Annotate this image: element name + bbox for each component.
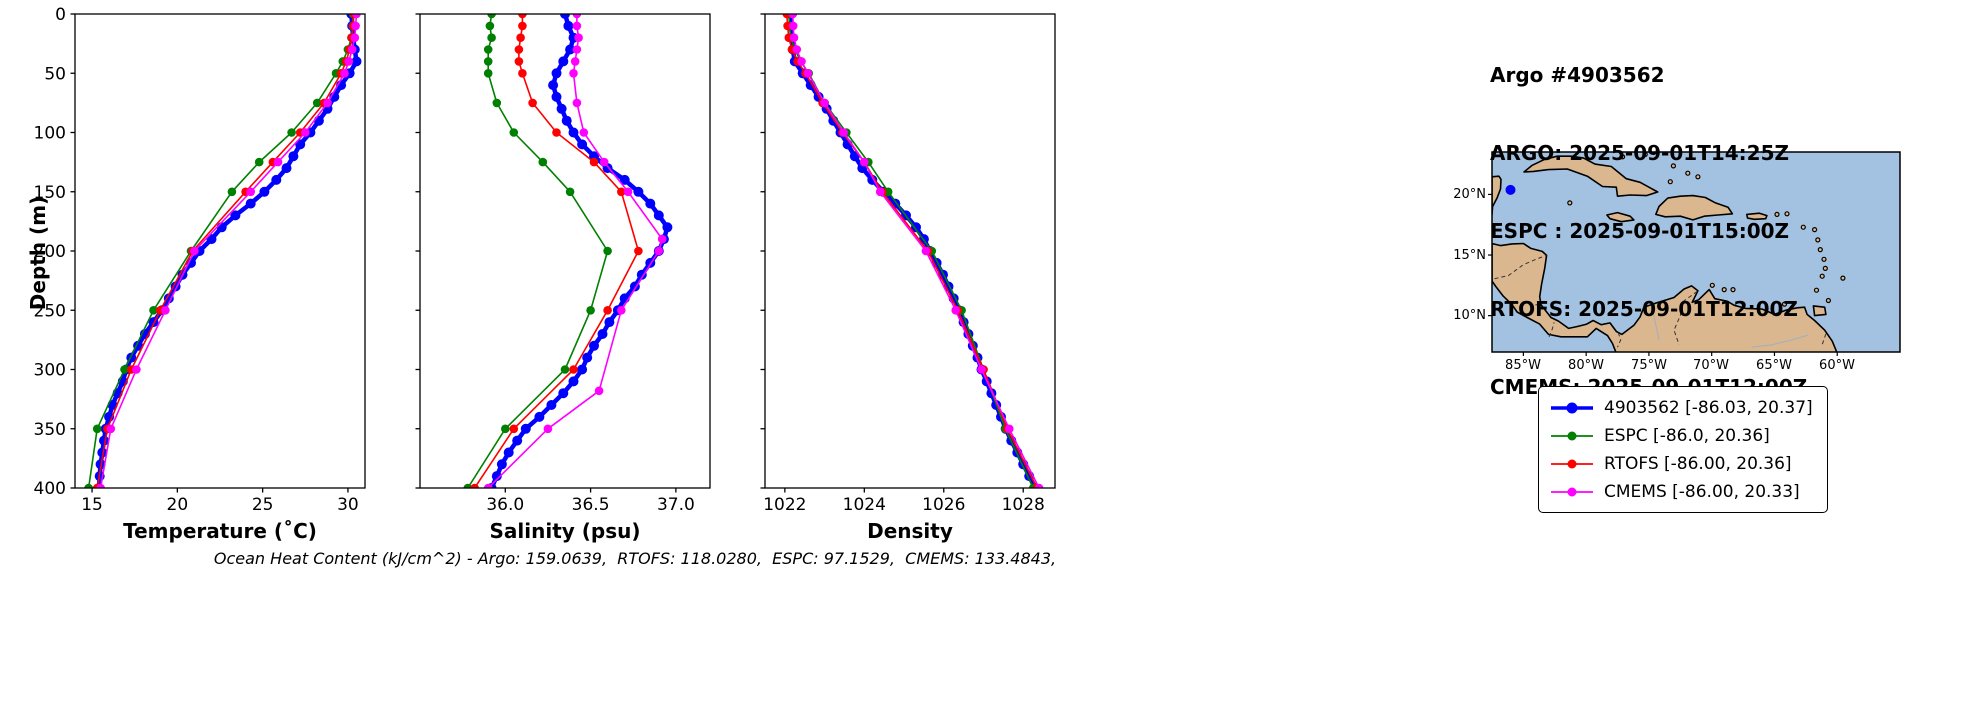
chart-0-plot-area	[84, 14, 362, 488]
legend-item-3: CMEMS [-86.00, 20.33]	[1549, 479, 1813, 504]
chart-0-series-4903562-line	[96, 14, 359, 488]
legend-item-1: ESPC [-86.0, 20.36]	[1549, 423, 1813, 448]
header-line-argo: ARGO: 2025-09-01T14:25Z	[1490, 141, 1789, 165]
x-tick-label: 20	[167, 495, 189, 515]
map-lon-label-75w: 75°W	[1631, 358, 1667, 373]
chart-1-plot-area	[463, 14, 673, 488]
chart-1-series-RTOFS-markers	[470, 14, 643, 488]
chart-1-series-CMEMS-line	[487, 14, 663, 488]
land-trinidad	[1812, 305, 1827, 317]
legend-item-label: CMEMS [-86.00, 20.33]	[1604, 481, 1800, 502]
land-puerto-rico	[1746, 212, 1768, 221]
ocean-heat-content-note: Ocean Heat Content (kJ/cm^2) - Argo: 159…	[213, 549, 1057, 568]
chart-0-series-CMEMS-line	[99, 14, 358, 488]
land-cuba	[1523, 155, 1659, 197]
x-tick-label: 1026	[922, 495, 965, 515]
land-mainland	[1492, 242, 1838, 352]
y-tick-label: 300	[34, 361, 66, 381]
legend-swatch-icon	[1551, 402, 1593, 413]
y-tick-label: 400	[34, 479, 66, 499]
legend-item-label: 4903562 [-86.03, 20.37]	[1604, 397, 1813, 418]
map-lon-label-65w: 65°W	[1756, 358, 1792, 373]
map-lat-label-20n: 20°N	[1453, 187, 1486, 202]
y-tick-label: 250	[34, 301, 66, 321]
x-tick-label: 15	[81, 495, 103, 515]
legend-item-label: RTOFS [-86.00, 20.36]	[1604, 453, 1792, 474]
x-tick-label: 36.0	[486, 495, 524, 515]
map-lat-label-10n: 10°N	[1453, 308, 1486, 323]
x-tick-label: 25	[252, 495, 274, 515]
x-axis-label-temperature: Temperature (˚C)	[123, 519, 317, 543]
y-tick-label: 150	[34, 183, 66, 203]
country-borders	[1494, 254, 1827, 348]
chart-0-series-ESPC-markers	[84, 14, 358, 488]
y-tick-label: 350	[34, 420, 66, 440]
x-axis-label-density: Density	[867, 519, 953, 543]
river	[1751, 334, 1809, 348]
y-tick-label: 200	[34, 242, 66, 262]
land-hispaniola	[1655, 194, 1734, 221]
chart-2-plot-area	[782, 14, 1044, 488]
y-tick-label: 100	[34, 124, 66, 144]
land-jamaica	[1606, 211, 1635, 223]
y-tick-label: 50	[44, 64, 66, 84]
legend-item-2: RTOFS [-86.00, 20.36]	[1549, 451, 1813, 476]
x-tick-label: 30	[337, 495, 359, 515]
chart-0-series-RTOFS-line	[96, 14, 355, 488]
chart-1-series-CMEMS-markers	[483, 14, 667, 488]
header-title: Argo #4903562	[1490, 63, 1665, 87]
header-line-rtofs: RTOFS: 2025-09-01T12:00Z	[1490, 297, 1798, 321]
x-tick-label: 1028	[1002, 495, 1045, 515]
legend-item-0: 4903562 [-86.03, 20.37]	[1549, 395, 1813, 420]
chart-0-frame	[74, 13, 366, 489]
legend-item-label: ESPC [-86.0, 20.36]	[1604, 425, 1770, 446]
small-islands	[1567, 152, 1846, 307]
map	[1492, 152, 1900, 352]
x-tick-label: 36.5	[572, 495, 610, 515]
legend-swatch-icon	[1551, 459, 1593, 468]
chart-0-series-CMEMS-markers	[96, 14, 361, 488]
header-line-espc: ESPC : 2025-09-01T15:00Z	[1490, 219, 1790, 243]
legend: 4903562 [-86.03, 20.37] ESPC [-86.0, 20.3…	[1538, 386, 1828, 513]
x-tick-label: 37.0	[657, 495, 695, 515]
map-lat-label-15n: 15°N	[1453, 248, 1486, 263]
x-tick-label: 1024	[843, 495, 886, 515]
map-frame	[1491, 151, 1901, 353]
map-lon-label-60w: 60°W	[1819, 358, 1855, 373]
x-tick-label: 1022	[763, 495, 806, 515]
map-lon-label-70w: 70°W	[1693, 358, 1729, 373]
argo-location-marker	[1505, 184, 1516, 195]
y-axis-label-depth: Depth (m)	[26, 195, 50, 311]
x-axis-label-salinity: Salinity (psu)	[489, 519, 641, 543]
legend-swatch-icon	[1551, 431, 1593, 440]
map-lon-label-80w: 80°W	[1568, 358, 1604, 373]
chart-1-series-ESPC-markers	[463, 14, 612, 488]
chart-0-series-4903562-markers	[93, 14, 362, 488]
y-tick-label: 0	[55, 5, 66, 25]
chart-2-series-CMEMS-markers	[788, 14, 1044, 488]
legend-swatch-icon	[1551, 487, 1593, 496]
chart-0-series-ESPC-line	[87, 14, 354, 488]
river	[1650, 303, 1660, 341]
chart-0-series-RTOFS-markers	[92, 14, 359, 488]
map-lon-label-85w: 85°W	[1505, 358, 1541, 373]
